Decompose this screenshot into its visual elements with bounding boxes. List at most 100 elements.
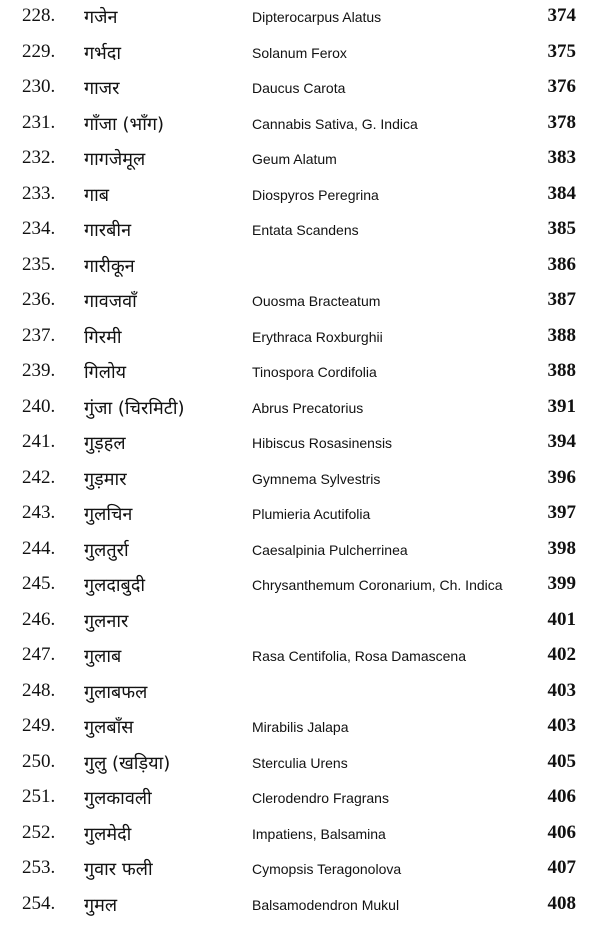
hindi-name: गुलदाबुदी [84,575,146,596]
latin-name: Gymnema Sylvestris [252,470,381,487]
page-number: 397 [547,502,577,523]
hindi-name: गुलाबफल [84,681,148,703]
entry-number: 232. [22,147,56,168]
entry-number: 239. [22,360,56,381]
page-number: 384 [547,182,577,204]
page-number: 383 [547,147,577,168]
latin-name: Erythraca Roxburghii [252,328,383,345]
entry-number: 244. [22,537,56,559]
page-number: 386 [547,253,577,275]
latin-name: Dipterocarpus Alatus [252,9,382,25]
hindi-name: गुलतुर्रा [84,539,129,561]
entry-number: 235. [22,253,56,275]
page-number: 375 [547,40,577,62]
hindi-name: गुलाब [84,646,122,667]
entry-number: 246. [22,608,56,630]
latin-name: Entata Scandens [252,222,359,238]
entry-number: 252. [22,821,56,843]
page-number: 374 [547,5,577,26]
page-number: 406 [547,821,577,843]
page-number: 403 [547,679,577,701]
page-number: 406 [547,786,577,807]
page-number: 401 [547,608,577,630]
hindi-name: गुड़हल [84,433,126,454]
page-number: 388 [547,324,577,346]
hindi-name: गजेन [84,7,118,28]
page-number: 402 [547,644,577,665]
hindi-name: गाजर [84,78,120,99]
hindi-name: गुड़मार [84,468,127,490]
entry-number: 249. [22,715,56,736]
hindi-name: गिरमी [84,326,122,348]
page-number: 394 [547,431,577,452]
hindi-name: गुलबाँस [84,717,134,738]
entry-number: 243. [22,502,56,523]
latin-name: Geum Alatum [252,151,337,167]
entry-number: 254. [22,892,56,914]
latin-name: Caesalpinia Pulcherrinea [252,541,408,558]
entry-number: 241. [22,431,56,452]
entry-number: 248. [22,679,56,701]
page-number: 378 [547,111,577,133]
hindi-name: गुंजा (चिरमिटी) [84,397,185,419]
page-number: 396 [547,466,577,488]
hindi-name: गावजवाँ [84,291,137,312]
latin-name: Solanum Ferox [252,44,347,61]
hindi-name: गुवार फली [84,859,153,880]
page-number: 388 [547,360,577,381]
hindi-name: गाब [84,184,110,206]
entry-number: 233. [22,182,56,204]
page-number: 391 [547,395,577,417]
latin-name: Daucus Carota [252,80,346,96]
entry-number: 245. [22,573,56,594]
entry-number: 250. [22,750,56,772]
hindi-name: गुलु (खड़िया) [84,752,171,774]
latin-name: Plumieria Acutifolia [252,506,371,522]
entry-number: 231. [22,111,56,133]
latin-name: Cymopsis Teragonolova [252,861,402,877]
latin-name: Balsamodendron Mukul [252,896,400,913]
latin-name: Rasa Centifolia, Rosa Damascena [252,648,466,664]
hindi-name: गुमल [84,894,118,916]
latin-name: Impatiens, Balsamina [252,825,386,842]
hindi-name: गागजेमूल [84,149,146,170]
hindi-name: गुलनार [84,610,129,632]
page-number: 387 [547,289,577,310]
page-number: 398 [547,537,577,559]
page-number: 403 [547,715,577,736]
entry-number: 247. [22,644,56,665]
entry-number: 230. [22,76,56,97]
latin-name: Abrus Precatorius [252,399,364,416]
hindi-name: गुलकावली [84,788,152,809]
hindi-name: गाँजा (भाँग) [84,113,165,135]
entry-number: 242. [22,466,56,488]
hindi-name: गर्भदा [84,42,122,64]
entry-number: 234. [22,218,56,239]
entry-number: 240. [22,395,56,417]
latin-name: Clerodendro Fragrans [252,790,389,806]
latin-name: Mirabilis Jalapa [252,719,349,735]
latin-name: Sterculia Urens [252,754,348,771]
hindi-name: गुलचिन [84,504,133,525]
latin-name: Hibiscus Rosasinensis [252,435,393,451]
latin-name: Cannabis Sativa, G. Indica [252,115,418,132]
latin-name: Diospyros Peregrina [252,186,379,203]
entry-number: 229. [22,40,56,62]
hindi-name: गिलोय [84,362,127,383]
page-number: 407 [547,857,577,878]
latin-name: Ouosma Bracteatum [252,293,381,309]
latin-name: Chrysanthemum Coronarium, Ch. Indica [252,577,503,593]
entry-number: 237. [22,324,56,346]
latin-name: Tinospora Cordifolia [252,364,377,380]
hindi-name: गारबीन [84,220,132,241]
entry-number: 228. [22,5,56,26]
entry-number: 251. [22,786,56,807]
entry-number: 253. [22,857,56,878]
page-number: 376 [547,76,577,97]
entry-number: 236. [22,289,56,310]
page-number: 399 [547,573,577,594]
hindi-name: गुलमेदी [84,823,132,845]
page-number: 408 [547,892,577,914]
page-number: 385 [547,218,577,239]
